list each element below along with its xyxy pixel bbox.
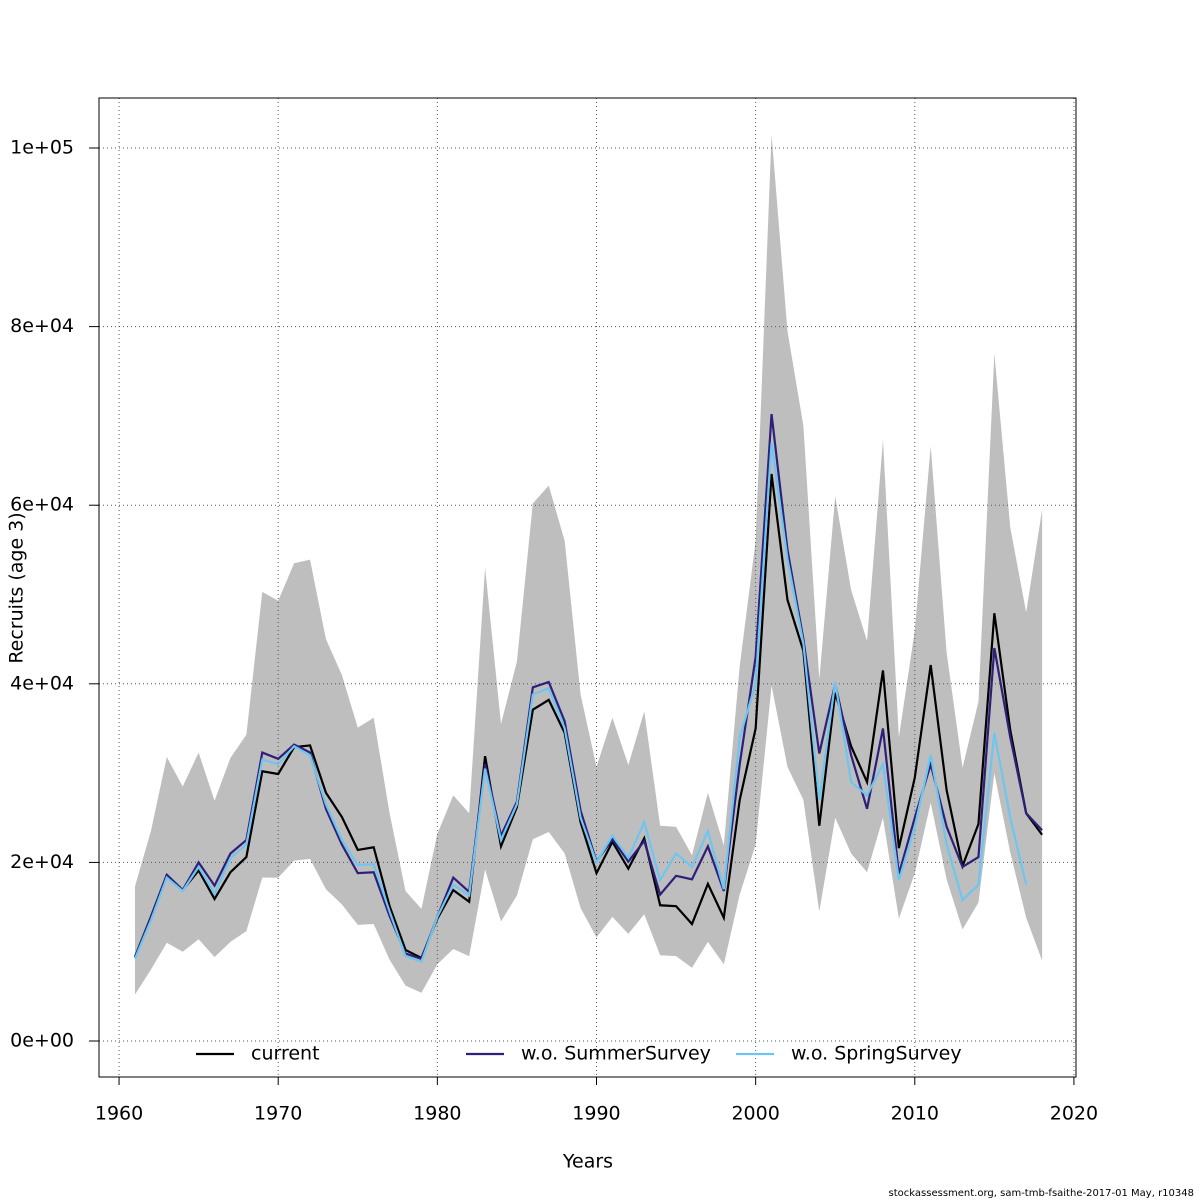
x-tick-label: 2000	[731, 1103, 779, 1125]
x-axis-label: Years	[562, 1151, 613, 1173]
legend-label: w.o. SummerSurvey	[521, 1043, 711, 1065]
y-tick-label: 6e+04	[10, 494, 74, 516]
x-tick-label: 1960	[95, 1103, 143, 1125]
x-tick-label: 1990	[572, 1103, 620, 1125]
series-line	[133, 473, 1043, 960]
series-line	[133, 413, 1043, 961]
x-tick-label: 2020	[1050, 1103, 1098, 1125]
y-tick-label: 2e+04	[10, 851, 74, 873]
confidence-band	[134, 134, 1043, 995]
footnote: stockassessment.org, sam-tmb-fsaithe-201…	[889, 1188, 1194, 1199]
plot-frame	[98, 97, 1077, 1078]
x-tick-label: 1980	[413, 1103, 461, 1125]
x-tick-label: 2010	[891, 1103, 939, 1125]
legend-label: current	[251, 1043, 320, 1065]
series-line	[133, 442, 1028, 963]
legend-label: w.o. SpringSurvey	[791, 1043, 962, 1065]
y-tick-label: 0e+00	[10, 1030, 74, 1052]
y-axis-label: Recruits (age 3)	[6, 512, 28, 663]
y-tick-label: 4e+04	[10, 672, 74, 694]
x-tick-label: 1970	[254, 1103, 302, 1125]
y-tick-label: 1e+05	[10, 137, 74, 159]
y-tick-label: 8e+04	[10, 315, 74, 337]
